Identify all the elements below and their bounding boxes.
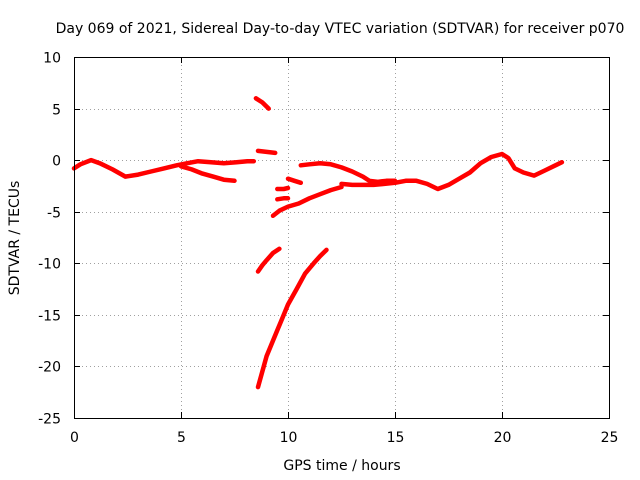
x-tick-label: 25 <box>601 430 619 446</box>
y-tick-label: -25 <box>38 412 61 428</box>
x-tick-label: 15 <box>387 430 405 446</box>
x-tick-label: 5 <box>177 430 186 446</box>
plot-series <box>71 96 565 390</box>
plot-frame <box>74 57 610 419</box>
axis-ticks <box>74 57 610 419</box>
series-line-arc-4 <box>255 148 278 156</box>
series-line-arc-3 <box>253 96 271 111</box>
series-line-arc-6 <box>255 246 282 274</box>
y-tick-labels: -25 -20 -15 -10 -5 0 5 10 <box>38 51 61 428</box>
series-line-arc-10 <box>285 176 304 186</box>
series-line-arc-11 <box>298 160 398 185</box>
y-tick-label: -20 <box>38 360 61 376</box>
y-tick-label: 5 <box>52 103 61 119</box>
x-tick-labels: 0 5 10 15 20 25 <box>70 430 618 446</box>
y-tick-label: 10 <box>43 51 61 67</box>
x-tick-label: 20 <box>494 430 512 446</box>
series-line-arc-9 <box>275 185 291 192</box>
y-tick-label: 0 <box>52 154 61 170</box>
y-tick-label: -15 <box>38 309 61 325</box>
series-line-arc-7 <box>270 184 344 219</box>
grid <box>74 57 609 418</box>
series-line-arc-5 <box>255 247 329 390</box>
series-line-arc-1 <box>71 157 257 179</box>
y-tick-label: -10 <box>38 257 61 273</box>
y-tick-label: -5 <box>47 206 61 222</box>
y-axis-label: SDTVAR / TECUs <box>7 181 23 296</box>
series-line-arc-8 <box>275 196 291 202</box>
chart-title: Day 069 of 2021, Sidereal Day-to-day VTE… <box>56 21 625 37</box>
series-line-arc-2 <box>178 164 237 184</box>
x-axis-label: GPS time / hours <box>283 458 400 474</box>
x-tick-label: 10 <box>280 430 298 446</box>
x-tick-label: 0 <box>70 430 79 446</box>
series-line-arc-12 <box>339 151 565 192</box>
